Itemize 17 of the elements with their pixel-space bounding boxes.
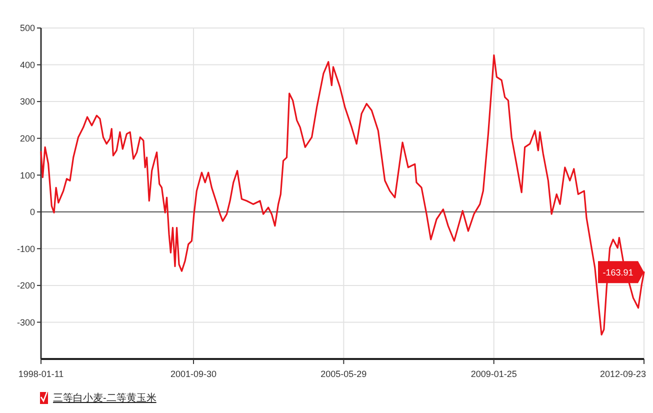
y-tick-label: 0	[30, 207, 35, 218]
y-tick-label: 300	[20, 96, 35, 107]
y-tick-label: 500	[20, 23, 35, 34]
line-series	[40, 54, 645, 336]
x-tick-label: 2009-01-25	[470, 369, 517, 379]
x-tick-label: 1998-01-11	[18, 369, 64, 379]
y-tick-label: 200	[20, 133, 35, 144]
y-tick-label: -100	[16, 244, 35, 254]
annotation: -163.91	[602, 267, 634, 278]
x-tick-label: 2005-05-29	[320, 369, 367, 379]
y-tick-label: -200	[16, 280, 35, 291]
x-tick-label: 2001-09-30	[170, 369, 217, 379]
legend-label: 三等白小麦-二等黄玉米	[53, 392, 156, 404]
y-tick-label: 100	[20, 170, 35, 180]
y-tick-label: -300	[16, 317, 35, 328]
x-tick-label: 2012-09-23	[600, 369, 646, 379]
y-tick-label: 400	[20, 60, 35, 70]
